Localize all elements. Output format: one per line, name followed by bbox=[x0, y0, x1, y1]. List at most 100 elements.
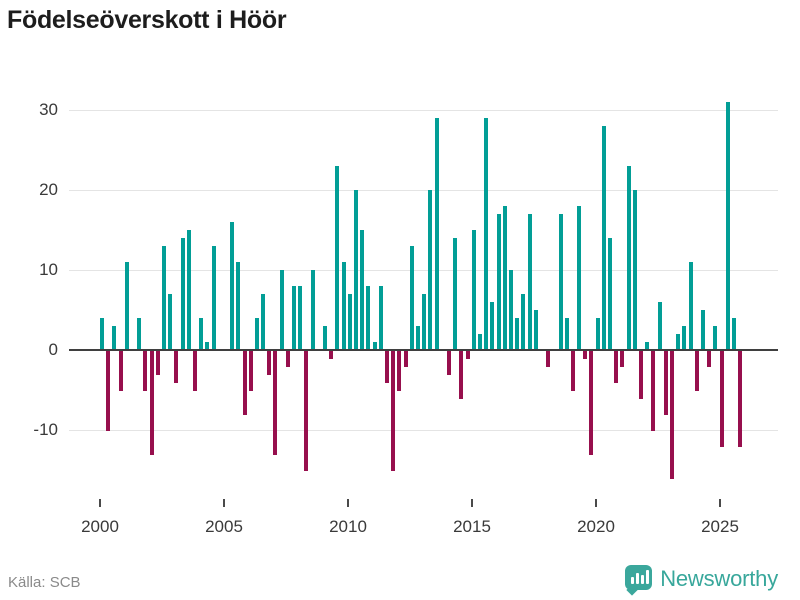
bar-2002Q1 bbox=[150, 351, 154, 455]
bar-2019Q3 bbox=[583, 351, 587, 359]
x-axis-tick-2010 bbox=[347, 499, 349, 507]
bar-2012Q3 bbox=[410, 246, 414, 350]
bar-2020Q3 bbox=[608, 238, 612, 350]
bar-2006Q4 bbox=[267, 351, 271, 375]
bar-2002Q2 bbox=[156, 351, 160, 375]
x-axis-tick-2020 bbox=[595, 499, 597, 507]
bar-2025Q2 bbox=[726, 102, 730, 350]
bar-2011Q3 bbox=[385, 351, 389, 383]
bar-2004Q1 bbox=[199, 318, 203, 350]
x-axis-label-2000: 2000 bbox=[81, 517, 119, 536]
bar-2018Q3 bbox=[559, 214, 563, 350]
bar-2003Q1 bbox=[174, 351, 178, 383]
x-axis-label-2010: 2010 bbox=[329, 517, 367, 536]
bar-2024Q2 bbox=[701, 310, 705, 350]
bar-2007Q1 bbox=[273, 351, 277, 455]
zero-axis-line bbox=[69, 349, 778, 351]
bar-chart-speech-bubble-icon bbox=[625, 565, 653, 596]
bar-2012Q2 bbox=[404, 351, 408, 367]
chart-title: Födelseöverskott i Höör bbox=[7, 6, 287, 34]
x-axis-label-2020: 2020 bbox=[577, 517, 615, 536]
bar-2022Q2 bbox=[651, 351, 655, 431]
bar-2024Q3 bbox=[707, 351, 711, 367]
bar-2016Q3 bbox=[509, 270, 513, 350]
bar-2000Q3 bbox=[112, 326, 116, 350]
bar-2002Q3 bbox=[162, 246, 166, 350]
bar-2009Q3 bbox=[335, 166, 339, 350]
bar-2017Q3 bbox=[534, 310, 538, 350]
bar-2025Q4 bbox=[738, 351, 742, 447]
bar-2014Q2 bbox=[453, 238, 457, 350]
bar-2016Q1 bbox=[497, 214, 501, 350]
bar-2004Q3 bbox=[212, 246, 216, 350]
bar-2023Q4 bbox=[689, 262, 693, 350]
x-axis-tick-2015 bbox=[471, 499, 473, 507]
bar-2007Q2 bbox=[280, 270, 284, 350]
bar-2015Q2 bbox=[478, 334, 482, 350]
bar-2016Q2 bbox=[503, 206, 507, 350]
x-axis-tick-2000 bbox=[99, 499, 101, 507]
bar-2006Q1 bbox=[249, 351, 253, 391]
bar-2022Q4 bbox=[664, 351, 668, 415]
x-axis-tick-2025 bbox=[719, 499, 721, 507]
bar-2023Q2 bbox=[676, 334, 680, 350]
bar-2018Q1 bbox=[546, 351, 550, 367]
bar-2001Q4 bbox=[143, 351, 147, 391]
bar-2025Q1 bbox=[720, 351, 724, 447]
bar-2003Q4 bbox=[193, 351, 197, 391]
bar-2000Q2 bbox=[106, 351, 110, 431]
bar-2002Q4 bbox=[168, 294, 172, 350]
bar-2000Q4 bbox=[119, 351, 123, 391]
y-axis-label--10: -10 bbox=[33, 420, 58, 439]
bar-2020Q1 bbox=[596, 318, 600, 350]
gridline-y30 bbox=[69, 110, 778, 111]
bar-2006Q2 bbox=[255, 318, 259, 350]
bar-2003Q3 bbox=[187, 230, 191, 350]
bar-2010Q1 bbox=[348, 294, 352, 350]
bar-2013Q2 bbox=[428, 190, 432, 350]
bar-2009Q4 bbox=[342, 262, 346, 350]
bar-2009Q2 bbox=[329, 351, 333, 359]
bar-2004Q2 bbox=[205, 342, 209, 350]
bar-2015Q3 bbox=[484, 118, 488, 350]
bar-2010Q2 bbox=[354, 190, 358, 350]
bar-2013Q1 bbox=[422, 294, 426, 350]
bar-2018Q4 bbox=[565, 318, 569, 350]
newsworthy-wordmark: Newsworthy bbox=[660, 565, 778, 591]
bar-2005Q2 bbox=[230, 222, 234, 350]
gridline-y20 bbox=[69, 190, 778, 191]
bar-2023Q3 bbox=[682, 326, 686, 350]
bar-2010Q3 bbox=[360, 230, 364, 350]
bar-2008Q2 bbox=[304, 351, 308, 471]
bar-2012Q4 bbox=[416, 326, 420, 350]
bar-2019Q4 bbox=[589, 351, 593, 455]
bar-2008Q1 bbox=[298, 286, 302, 350]
bar-2014Q1 bbox=[447, 351, 451, 375]
bar-2019Q2 bbox=[577, 206, 581, 350]
bar-2024Q1 bbox=[695, 351, 699, 391]
x-axis-label-2025: 2025 bbox=[701, 517, 739, 536]
bar-2005Q4 bbox=[243, 351, 247, 415]
bar-2009Q1 bbox=[323, 326, 327, 350]
bar-2007Q4 bbox=[292, 286, 296, 350]
source-attribution: Källa: SCB bbox=[8, 574, 81, 591]
bar-2021Q2 bbox=[627, 166, 631, 350]
bar-2014Q3 bbox=[459, 351, 463, 399]
y-axis-label-20: 20 bbox=[39, 180, 58, 199]
bar-2003Q2 bbox=[181, 238, 185, 350]
y-axis-label-10: 10 bbox=[39, 260, 58, 279]
bar-2017Q1 bbox=[521, 294, 525, 350]
gridline-y10 bbox=[69, 270, 778, 271]
bar-2021Q4 bbox=[639, 351, 643, 399]
bar-2015Q1 bbox=[472, 230, 476, 350]
bar-2025Q3 bbox=[732, 318, 736, 350]
x-axis-label-2005: 2005 bbox=[205, 517, 243, 536]
bar-2010Q4 bbox=[366, 286, 370, 350]
bar-2016Q4 bbox=[515, 318, 519, 350]
bar-2011Q1 bbox=[373, 342, 377, 350]
bar-2001Q1 bbox=[125, 262, 129, 350]
x-axis-tick-2005 bbox=[223, 499, 225, 507]
newsworthy-logo: Newsworthy bbox=[625, 565, 778, 596]
bar-2006Q3 bbox=[261, 294, 265, 350]
